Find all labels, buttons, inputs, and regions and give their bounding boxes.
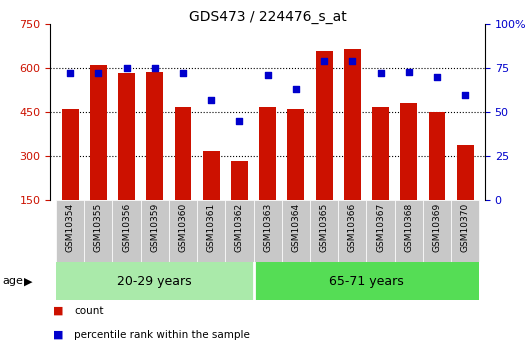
Point [348,58,357,64]
Text: GSM10363: GSM10363 [263,203,272,253]
Bar [90,65,107,200]
Bar [231,160,248,200]
Point [432,74,441,80]
Bar [287,109,304,200]
Bar [395,200,423,262]
Text: GSM10356: GSM10356 [122,203,131,253]
Bar [112,200,140,262]
Text: 65-71 years: 65-71 years [329,275,404,288]
Bar [338,200,366,262]
Bar [140,200,169,262]
Point [66,71,74,76]
Bar [225,200,253,262]
Text: ■: ■ [53,330,64,339]
Text: GSM10366: GSM10366 [348,203,357,253]
Bar [423,200,451,262]
Text: GDS473 / 224476_s_at: GDS473 / 224476_s_at [189,10,347,24]
Bar [282,200,310,262]
Text: ▶: ▶ [24,276,32,286]
Bar [451,200,479,262]
Text: age: age [3,276,23,286]
Text: GSM10369: GSM10369 [432,203,441,253]
Bar [197,200,225,262]
Text: GSM10368: GSM10368 [404,203,413,253]
Text: GSM10354: GSM10354 [66,203,75,252]
Bar [429,112,445,200]
Text: GSM10370: GSM10370 [461,203,470,253]
Bar [203,151,219,200]
Bar [118,73,135,200]
Bar [372,107,389,200]
Bar [253,200,282,262]
Bar [310,200,338,262]
Bar [344,49,361,200]
Point [376,71,385,76]
Point [404,69,413,75]
Text: GSM10367: GSM10367 [376,203,385,253]
Point [461,92,470,97]
Bar [174,107,191,200]
Bar [61,109,78,200]
Point [263,72,272,78]
Bar [56,200,84,262]
Text: percentile rank within the sample: percentile rank within the sample [74,330,250,339]
Text: count: count [74,306,104,315]
Text: GSM10359: GSM10359 [151,203,160,253]
Bar [253,262,479,300]
Text: GSM10364: GSM10364 [292,203,301,252]
Text: 20-29 years: 20-29 years [118,275,192,288]
Point [292,87,300,92]
Point [94,71,103,76]
Bar [400,104,417,200]
Point [235,118,244,124]
Bar [146,72,163,200]
Bar [366,200,395,262]
Text: GSM10355: GSM10355 [94,203,103,253]
Bar [259,107,276,200]
Text: GSM10362: GSM10362 [235,203,244,252]
Point [122,66,131,71]
Bar [316,51,332,200]
Point [207,97,216,102]
Point [179,71,187,76]
Text: GSM10360: GSM10360 [179,203,188,253]
Bar [84,200,112,262]
Bar [169,200,197,262]
Text: GSM10365: GSM10365 [320,203,329,253]
Text: GSM10361: GSM10361 [207,203,216,253]
Point [151,66,159,71]
Text: ■: ■ [53,306,64,315]
Bar [457,145,474,200]
Point [320,58,328,64]
Bar [56,262,253,300]
